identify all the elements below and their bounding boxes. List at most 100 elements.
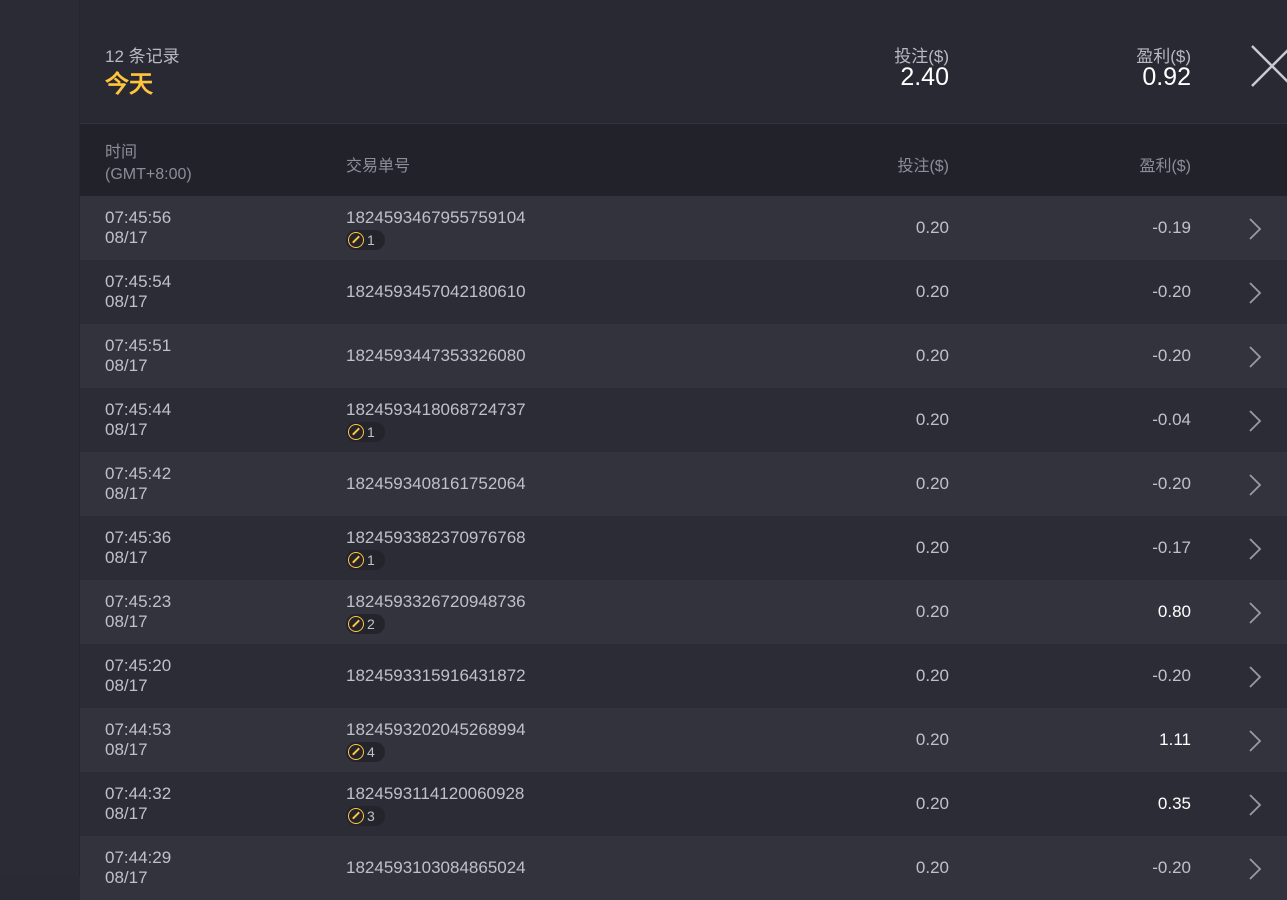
table-row[interactable]: 07:45:56 08/17 1824593467955759104 1 0.20 … bbox=[80, 196, 1287, 260]
transaction-id: 1824593447353326080 bbox=[346, 346, 526, 365]
transaction-id: 1824593326720948736 bbox=[346, 592, 526, 611]
row-time: 07:44:32 08/17 bbox=[105, 784, 171, 824]
row-profit: -0.20 bbox=[1152, 666, 1191, 685]
row-bet: 0.20 bbox=[915, 410, 949, 429]
table-row[interactable]: 07:44:32 08/17 1824593114120060928 3 0.20 … bbox=[80, 772, 1287, 836]
row-time: 07:45:54 08/17 bbox=[105, 272, 171, 312]
table-row[interactable]: 07:44:53 08/17 1824593202045268994 4 0.20 … bbox=[80, 708, 1287, 772]
transaction-id: 1824593467955759104 bbox=[346, 208, 526, 227]
row-profit: 1.11 bbox=[1159, 730, 1191, 749]
date: 08/17 bbox=[105, 548, 148, 567]
transaction-id: 1824593103084865024 bbox=[346, 858, 526, 877]
profit-total: 0.92 bbox=[1142, 63, 1191, 91]
time: 07:44:32 bbox=[105, 784, 172, 803]
chevron-right-icon[interactable] bbox=[1248, 218, 1262, 240]
row-time: 07:45:36 08/17 bbox=[105, 528, 171, 568]
chevron-right-icon[interactable] bbox=[1248, 474, 1262, 496]
record-count: 12 条记录 bbox=[105, 47, 180, 66]
transaction-id: 1824593382370976768 bbox=[346, 528, 526, 547]
chevron-right-icon[interactable] bbox=[1248, 602, 1262, 624]
table-row[interactable]: 07:45:36 08/17 1824593382370976768 1 0.20 … bbox=[80, 516, 1287, 580]
row-id: 1824593103084865024 bbox=[346, 858, 526, 878]
row-time: 07:45:44 08/17 bbox=[105, 400, 171, 440]
time: 07:45:23 bbox=[105, 592, 172, 611]
transaction-id: 1824593418068724737 bbox=[346, 400, 526, 419]
col-timezone: (GMT+8:00) bbox=[105, 166, 192, 183]
row-bet: 0.20 bbox=[915, 218, 949, 237]
chevron-right-icon[interactable] bbox=[1248, 282, 1262, 304]
row-id: 1824593467955759104 1 bbox=[346, 208, 526, 253]
badge-count: 3 bbox=[367, 808, 375, 824]
badge-count: 4 bbox=[367, 744, 375, 760]
date: 08/17 bbox=[105, 740, 148, 759]
table-row[interactable]: 07:45:20 08/17 1824593315916431872 0.20 -… bbox=[80, 644, 1287, 708]
free-spin-badge: 4 bbox=[346, 742, 385, 762]
date: 08/17 bbox=[105, 868, 148, 887]
chevron-right-icon[interactable] bbox=[1248, 858, 1262, 880]
row-id: 1824593457042180610 bbox=[346, 282, 526, 302]
time: 07:45:54 bbox=[105, 272, 172, 291]
chevron-right-icon[interactable] bbox=[1248, 666, 1262, 688]
row-time: 07:44:53 08/17 bbox=[105, 720, 171, 760]
row-time: 07:44:29 08/17 bbox=[105, 848, 171, 888]
badge-count: 1 bbox=[367, 232, 375, 248]
row-profit: -0.19 bbox=[1152, 218, 1191, 237]
profit-total-label: 盈利($) bbox=[1136, 47, 1191, 66]
date: 08/17 bbox=[105, 612, 148, 631]
close-icon[interactable] bbox=[1250, 44, 1287, 88]
time: 07:45:20 bbox=[105, 656, 172, 675]
time: 07:44:29 bbox=[105, 848, 172, 867]
row-profit: 0.80 bbox=[1157, 602, 1191, 621]
table-row[interactable]: 07:45:54 08/17 1824593457042180610 0.20 -… bbox=[80, 260, 1287, 324]
table-header: 时间 (GMT+8:00) 交易单号 投注($) 盈利($) bbox=[80, 124, 1287, 196]
chevron-right-icon[interactable] bbox=[1248, 538, 1262, 560]
chevron-right-icon[interactable] bbox=[1248, 346, 1262, 368]
date: 08/17 bbox=[105, 804, 148, 823]
date: 08/17 bbox=[105, 676, 148, 695]
badge-count: 1 bbox=[367, 552, 375, 568]
row-bet: 0.20 bbox=[915, 474, 949, 493]
free-spin-badge: 1 bbox=[346, 422, 385, 442]
transaction-id: 1824593114120060928 bbox=[346, 784, 525, 803]
row-id: 1824593382370976768 1 bbox=[346, 528, 526, 573]
chevron-right-icon[interactable] bbox=[1248, 410, 1262, 432]
row-id: 1824593408161752064 bbox=[346, 474, 526, 494]
row-profit: -0.17 bbox=[1152, 538, 1191, 557]
date: 08/17 bbox=[105, 292, 148, 311]
row-bet: 0.20 bbox=[915, 794, 949, 813]
time: 07:45:42 bbox=[105, 464, 172, 483]
row-bet: 0.20 bbox=[915, 666, 949, 685]
free-spin-badge: 3 bbox=[346, 806, 385, 826]
row-profit: -0.20 bbox=[1152, 858, 1191, 877]
table-row[interactable]: 07:45:23 08/17 1824593326720948736 2 0.20 … bbox=[80, 580, 1287, 644]
row-profit: -0.04 bbox=[1152, 410, 1191, 429]
time: 07:45:51 bbox=[105, 336, 172, 355]
row-time: 07:45:42 08/17 bbox=[105, 464, 171, 504]
col-time: 时间 bbox=[105, 144, 138, 161]
table-row[interactable]: 07:45:51 08/17 1824593447353326080 0.20 -… bbox=[80, 324, 1287, 388]
period-label[interactable]: 今天 bbox=[105, 71, 153, 98]
row-bet: 0.20 bbox=[915, 538, 949, 557]
table-row[interactable]: 07:45:42 08/17 1824593408161752064 0.20 -… bbox=[80, 452, 1287, 516]
col-id: 交易单号 bbox=[346, 158, 411, 175]
transaction-id: 1824593202045268994 bbox=[346, 720, 526, 739]
left-sidebar bbox=[0, 0, 80, 875]
chevron-right-icon[interactable] bbox=[1248, 794, 1262, 816]
col-bet: 投注($) bbox=[897, 158, 949, 175]
row-bet: 0.20 bbox=[915, 602, 949, 621]
bet-total-label: 投注($) bbox=[894, 47, 949, 66]
row-id: 1824593315916431872 bbox=[346, 666, 526, 686]
coin-icon bbox=[348, 232, 364, 248]
chevron-right-icon[interactable] bbox=[1248, 730, 1262, 752]
row-time: 07:45:23 08/17 bbox=[105, 592, 171, 632]
table-row[interactable]: 07:44:29 08/17 1824593103084865024 0.20 -… bbox=[80, 836, 1287, 900]
time: 07:45:56 bbox=[105, 208, 172, 227]
table-row[interactable]: 07:45:44 08/17 1824593418068724737 1 0.20 … bbox=[80, 388, 1287, 452]
col-profit: 盈利($) bbox=[1139, 158, 1191, 175]
table-body: 07:45:56 08/17 1824593467955759104 1 0.20 … bbox=[80, 196, 1287, 900]
bet-history-panel: 12 条记录 今天 投注($) 2.40 盈利($) 0.92 时间 (GMT+… bbox=[80, 0, 1287, 900]
summary-header: 12 条记录 今天 投注($) 2.40 盈利($) 0.92 bbox=[80, 0, 1287, 124]
date: 08/17 bbox=[105, 228, 148, 247]
transaction-id: 1824593315916431872 bbox=[346, 666, 526, 685]
row-bet: 0.20 bbox=[915, 346, 949, 365]
